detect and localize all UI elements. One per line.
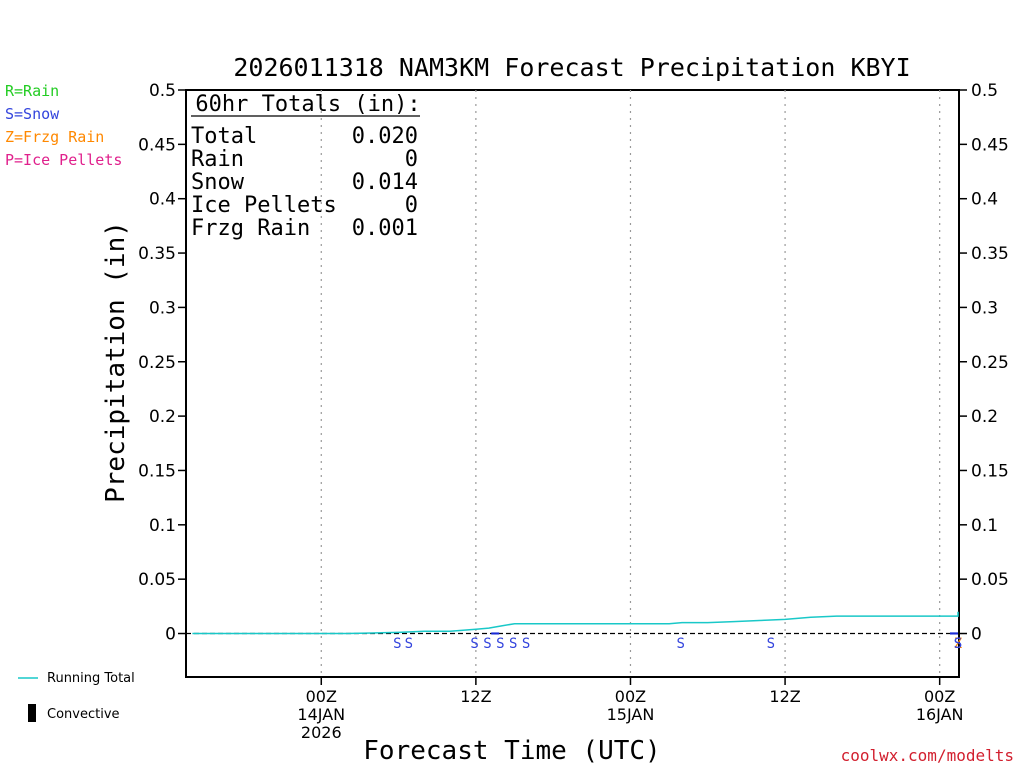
y-tick-label: 0.2 [149, 407, 176, 427]
x-tick-label: 12Z [769, 687, 800, 706]
ptype-legend-snow: S=Snow [5, 105, 60, 123]
y-tick-label-right: 0.3 [971, 298, 998, 318]
totals-row-label: Ice Pellets [191, 193, 337, 218]
y-tick-label-right: 0.25 [971, 353, 1009, 373]
ptype-mark-snow: S [470, 636, 478, 652]
y-tick-label: 0.05 [138, 570, 176, 590]
totals-rows: Total 0.020 Rain 0 Snow 0.014 Ice Pellets 0 Frzg… [191, 124, 418, 241]
convective-swatch [28, 704, 36, 722]
y-axis-left: 0 0.05 0.1 0.15 0.2 0.25 0.3 0.35 0.4 0.45 0.5 [138, 81, 186, 645]
y-tick-label: 0.4 [149, 190, 176, 210]
ptype-mark-snow: S [405, 636, 413, 652]
ptype-mark-snow: S [509, 636, 517, 652]
plot-frame [185, 89, 960, 678]
x-tick-label: 2026 [301, 723, 342, 742]
y-tick-label: 0.25 [138, 353, 176, 373]
y-tick-label-right: 0.45 [971, 135, 1009, 155]
totals-row-label: Total [191, 124, 257, 149]
y-tick-label-right: 0.5 [971, 81, 998, 101]
ptype-mark-snow: S [483, 636, 491, 652]
y-tick-label-right: 0.1 [971, 516, 998, 536]
ptype-legend: R=Rain S=Snow Z=Frzg Rain P=Ice Pellets [5, 82, 122, 169]
bottom-legend: Running Total Convective [18, 671, 135, 722]
x-tick-label: 15JAN [607, 705, 655, 724]
y-tick-label: 0.1 [149, 516, 176, 536]
ptype-legend-ice: P=Ice Pellets [5, 151, 122, 169]
convective-bars [491, 632, 958, 635]
totals-box: 60hr Totals (in): Total 0.020 Rain 0 Snow 0.0… [191, 92, 421, 241]
ptype-mark-snow: S [767, 636, 775, 652]
credit-text: coolwx.com/modelts [841, 746, 1014, 765]
totals-row-value: 0.001 [352, 216, 418, 241]
y-tick-label-right: 0.05 [971, 570, 1009, 590]
y-tick-label-right: 0.4 [971, 190, 998, 210]
totals-row-value: 0.020 [352, 124, 418, 149]
ptype-mark-snow: S [522, 636, 530, 652]
ptype-mark-snow: S [393, 636, 401, 652]
convective-legend-label: Convective [47, 707, 120, 722]
convective-bar [950, 632, 958, 635]
totals-row-label: Rain [191, 147, 244, 172]
y-axis-label: Precipitation (in) [101, 221, 131, 503]
y-tick-label: 0.45 [138, 135, 176, 155]
x-tick-label: 12Z [460, 687, 491, 706]
ptype-mark-snow: S [496, 636, 504, 652]
y-tick-label-right: 0.35 [971, 244, 1009, 264]
x-tick-label: 14JAN [297, 705, 345, 724]
y-tick-label: 0 [165, 625, 176, 645]
totals-row-label: Frzg Rain [191, 216, 310, 241]
y-tick-label-right: 0 [971, 625, 982, 645]
ptype-mark-snow: S [677, 636, 685, 652]
y-tick-label-right: 0.2 [971, 407, 998, 427]
x-axis-label: Forecast Time (UTC) [363, 736, 660, 766]
y-axis-right: 0 0.05 0.1 0.15 0.2 0.25 0.3 0.35 0.4 0.45 0.5 [959, 81, 1009, 645]
ptype-legend-rain: R=Rain [5, 82, 59, 100]
chart-title: 2026011318 NAM3KM Forecast Precipitation… [233, 53, 910, 82]
x-tick-label: 00Z [615, 687, 646, 706]
running-total-legend-label: Running Total [47, 671, 135, 686]
totals-row-value: 0 [405, 147, 418, 172]
totals-heading: 60hr Totals (in): [195, 92, 420, 117]
ptype-mark-frzg: Z [954, 636, 962, 652]
ptype-marks: S S S S S S S S S ZSS [393, 636, 962, 652]
totals-row-label: Snow [191, 170, 245, 195]
y-tick-label-right: 0.15 [971, 461, 1009, 481]
totals-row-value: 0 [405, 193, 418, 218]
running-total-line [192, 611, 959, 635]
totals-row-value: 0.014 [352, 170, 418, 195]
y-tick-label: 0.15 [138, 461, 176, 481]
y-tick-label: 0.5 [149, 81, 176, 101]
x-tick-label: 00Z [924, 687, 955, 706]
ptype-mark-snow: S [954, 636, 962, 652]
ptype-legend-frzg: Z=Frzg Rain [5, 128, 104, 146]
x-tick-label: 16JAN [916, 705, 964, 724]
convective-bar [491, 632, 500, 635]
ptype-mark-snow: S [954, 636, 962, 652]
x-tick-label: 00Z [306, 687, 337, 706]
y-tick-label: 0.3 [149, 298, 176, 318]
y-tick-label: 0.35 [138, 244, 176, 264]
